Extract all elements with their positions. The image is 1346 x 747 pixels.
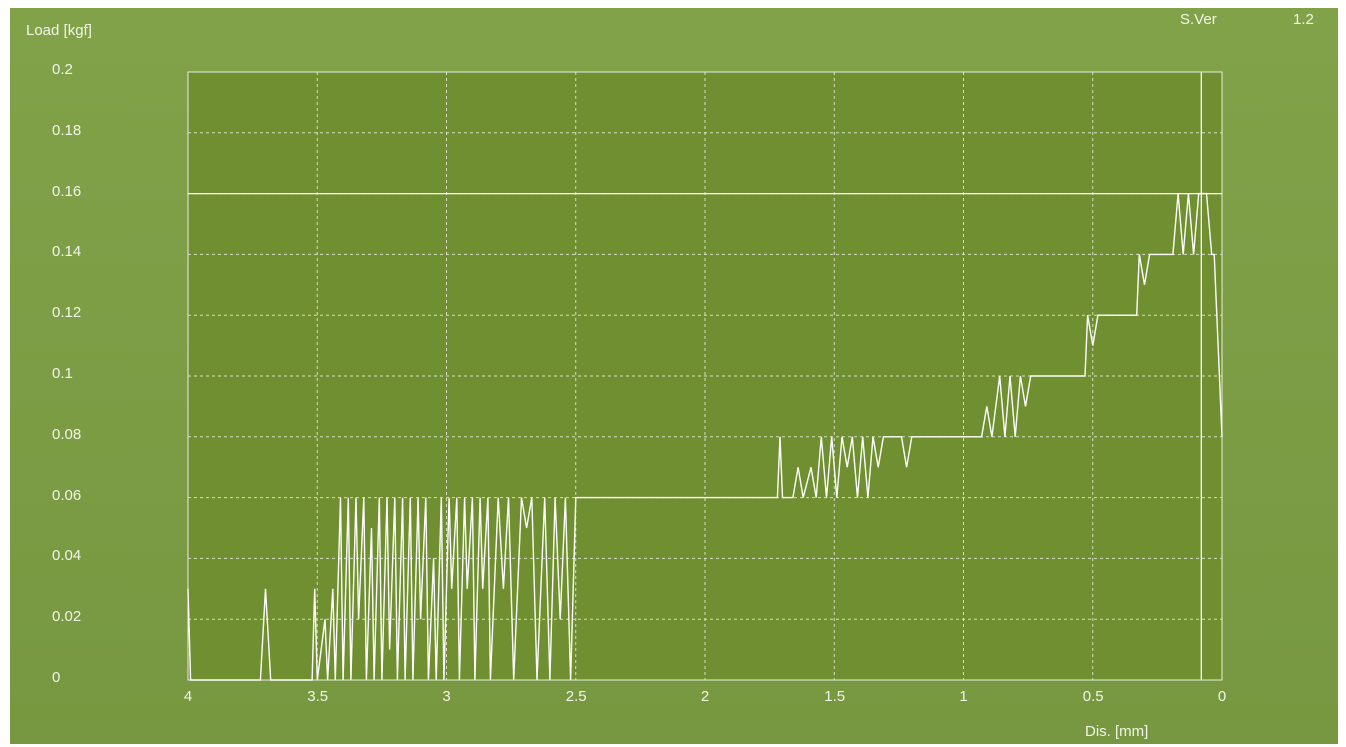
y-tick-label: 0.02 xyxy=(52,608,82,626)
x-tick-label: 4 xyxy=(183,688,193,705)
y-tick-label: 0.18 xyxy=(52,121,82,139)
y-tick-label: 0.08 xyxy=(52,425,82,443)
version-value: 1.2 xyxy=(1293,11,1314,28)
x-tick-label: 2.5 xyxy=(565,688,587,705)
x-tick-label: 0 xyxy=(1217,688,1227,705)
x-tick-label: 3.5 xyxy=(307,688,329,705)
series-line xyxy=(187,192,1223,681)
x-axis-label: Dis. [mm] xyxy=(1085,723,1149,740)
series-layer xyxy=(187,192,1223,681)
y-tick-label: 0.06 xyxy=(52,486,82,504)
x-tick-label: 1 xyxy=(959,688,968,705)
y-tick-label: 0.16 xyxy=(52,182,82,200)
y-tick-label: 0.12 xyxy=(52,304,82,322)
y-tick-label: 0.2 xyxy=(52,61,73,78)
y-tick-label: 0.14 xyxy=(52,243,82,261)
x-tick-label: 0.5 xyxy=(1082,688,1104,705)
y-tick-label: 0 xyxy=(52,669,61,686)
reference-lines xyxy=(188,72,1222,680)
version-label: S.Ver xyxy=(1180,11,1217,28)
x-tick-label: 1.5 xyxy=(824,688,846,705)
y-axis-label: Load [kgf] xyxy=(26,22,92,39)
y-tick-label: 0.1 xyxy=(52,365,73,382)
x-tick-label: 3 xyxy=(442,688,451,705)
y-tick-label: 0.04 xyxy=(52,547,82,565)
x-tick-label: 2 xyxy=(700,688,710,705)
